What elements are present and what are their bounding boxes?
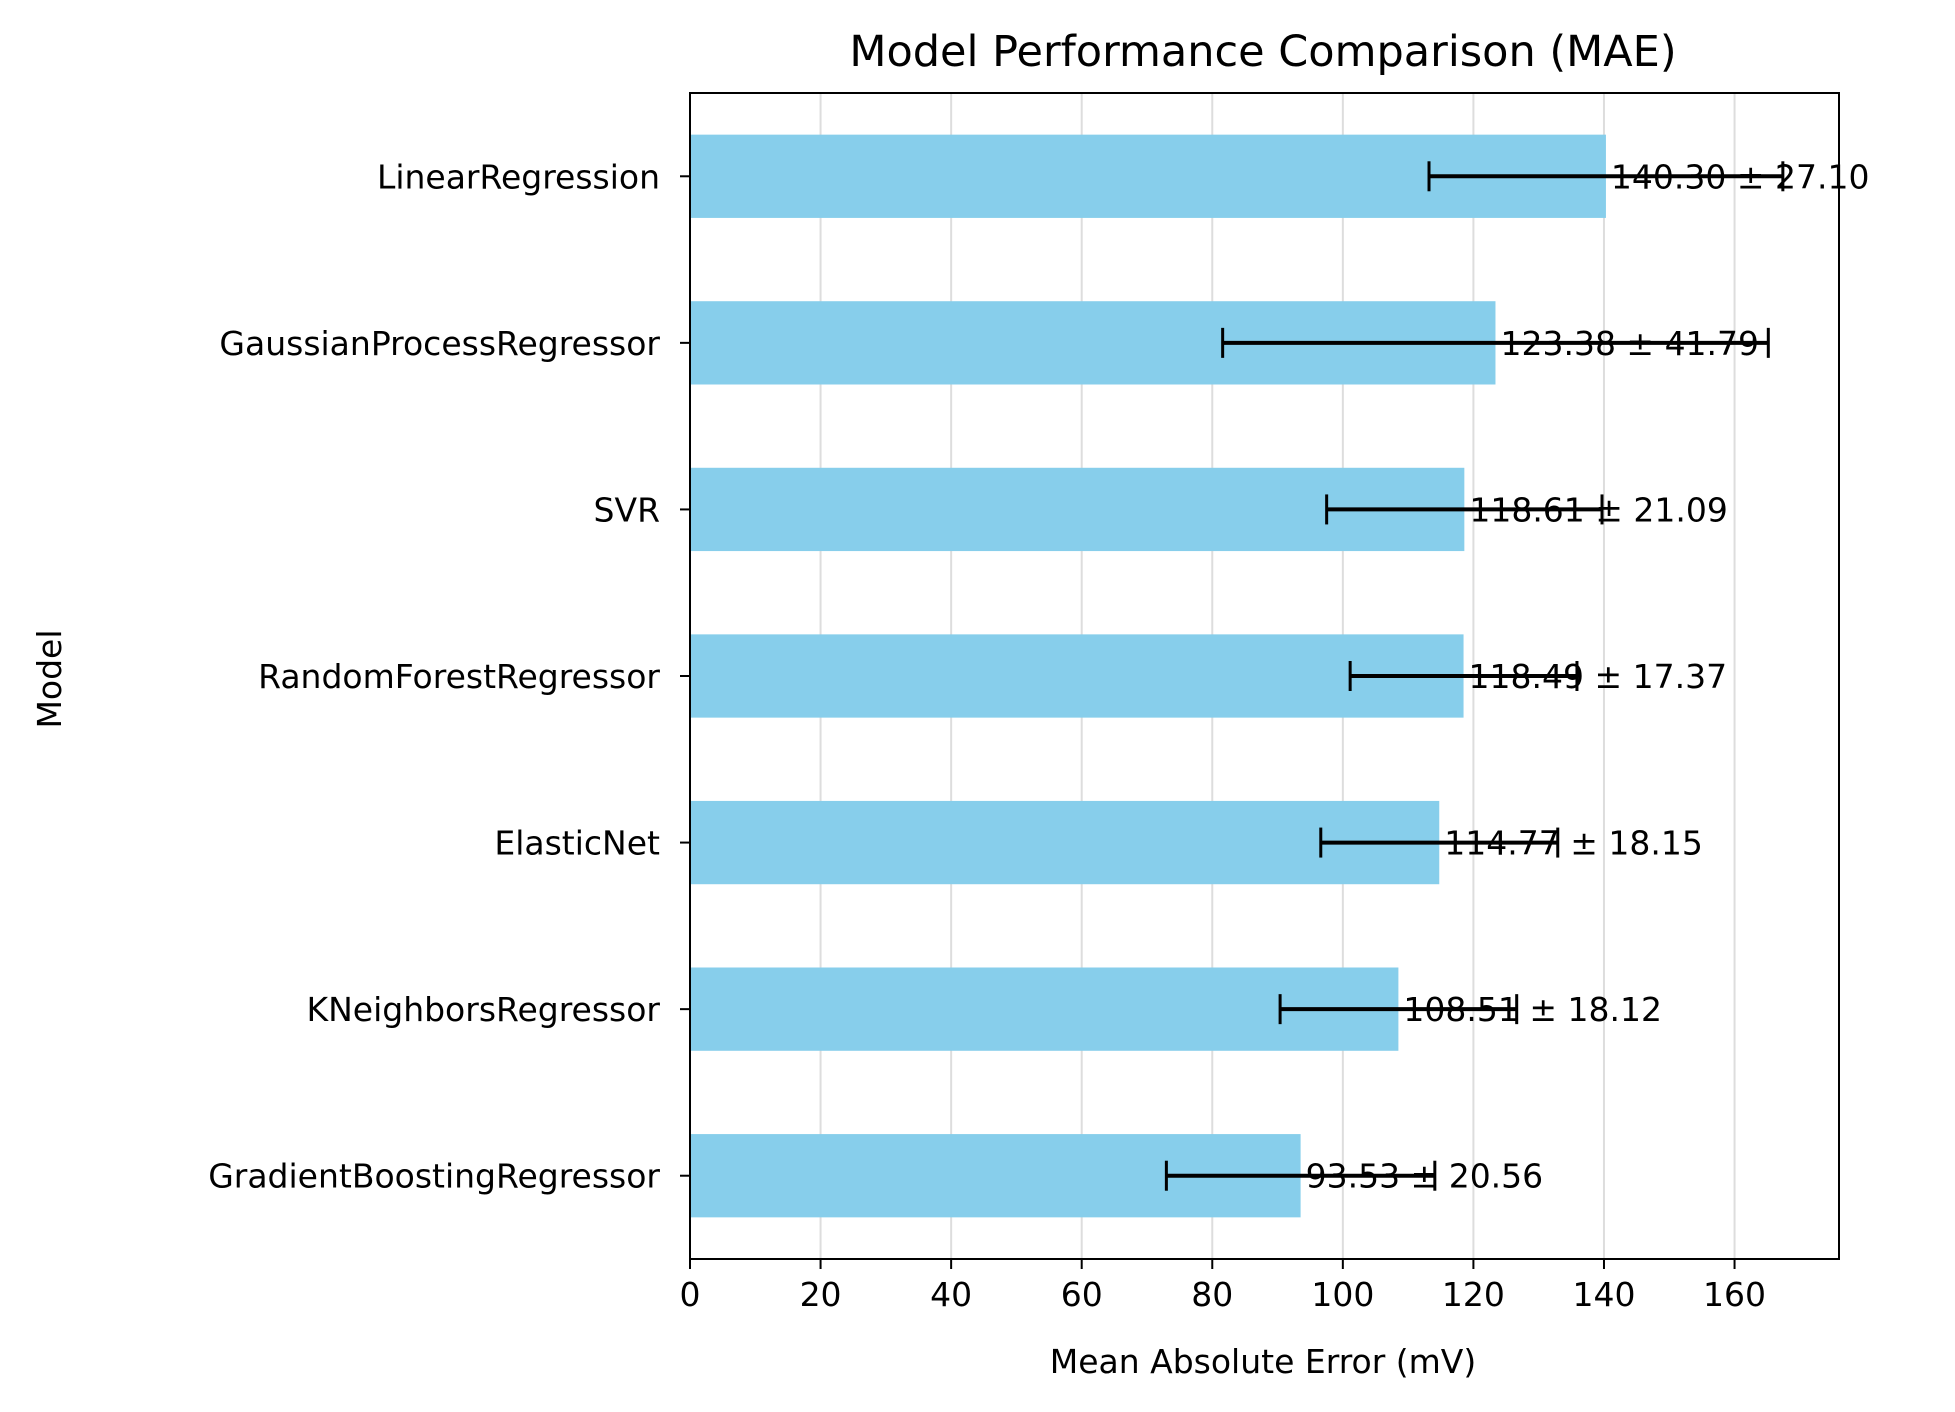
y-tick-label: RandomForestRegressor <box>258 657 660 696</box>
x-tick-label: 140 <box>1572 1275 1635 1314</box>
data-label: 118.61 ± 21.09 <box>1469 490 1728 529</box>
x-tick-label: 100 <box>1311 1275 1374 1314</box>
data-label: 93.53 ± 20.56 <box>1306 1157 1544 1196</box>
label-layer: 93.53 ± 20.56 108.51 ± 18.12 114.77 ± 18.1… <box>1306 157 1870 1195</box>
x-tick-label: 60 <box>1061 1275 1103 1314</box>
axis-layer: 0 20 40 60 80 100 120 140 160 GradientBoostingReg… <box>208 157 1766 1314</box>
data-label: 108.51 ± 18.12 <box>1403 990 1662 1029</box>
y-tick-label: LinearRegression <box>377 157 660 196</box>
data-label: 140.30 ± 27.10 <box>1611 157 1870 196</box>
chart-title: Model Performance Comparison (MAE) <box>849 27 1676 77</box>
y-tick-label: ElasticNet <box>494 824 660 863</box>
data-label: 118.49 ± 17.37 <box>1469 657 1728 696</box>
x-tick-label: 0 <box>680 1275 701 1314</box>
x-tick-label: 20 <box>800 1275 842 1314</box>
data-label: 123.38 ± 41.79 <box>1500 324 1759 363</box>
error-layer <box>1164 161 1785 1191</box>
x-tick-label: 40 <box>930 1275 972 1314</box>
x-tick-label: 160 <box>1703 1275 1766 1314</box>
x-tick-label: 120 <box>1442 1275 1505 1314</box>
y-tick-label: SVR <box>594 490 660 529</box>
x-axis-title: Mean Absolute Error (mV) <box>1050 1342 1477 1381</box>
y-tick-label: GaussianProcessRegressor <box>219 324 660 363</box>
x-tick-label: 80 <box>1191 1275 1233 1314</box>
bar <box>690 800 1440 885</box>
y-tick-label: GradientBoostingRegressor <box>208 1157 660 1196</box>
data-label: 114.77 ± 18.15 <box>1444 824 1703 863</box>
y-tick-label: KNeighborsRegressor <box>306 990 660 1029</box>
bar <box>690 634 1464 718</box>
y-axis-title: Model <box>30 629 69 728</box>
